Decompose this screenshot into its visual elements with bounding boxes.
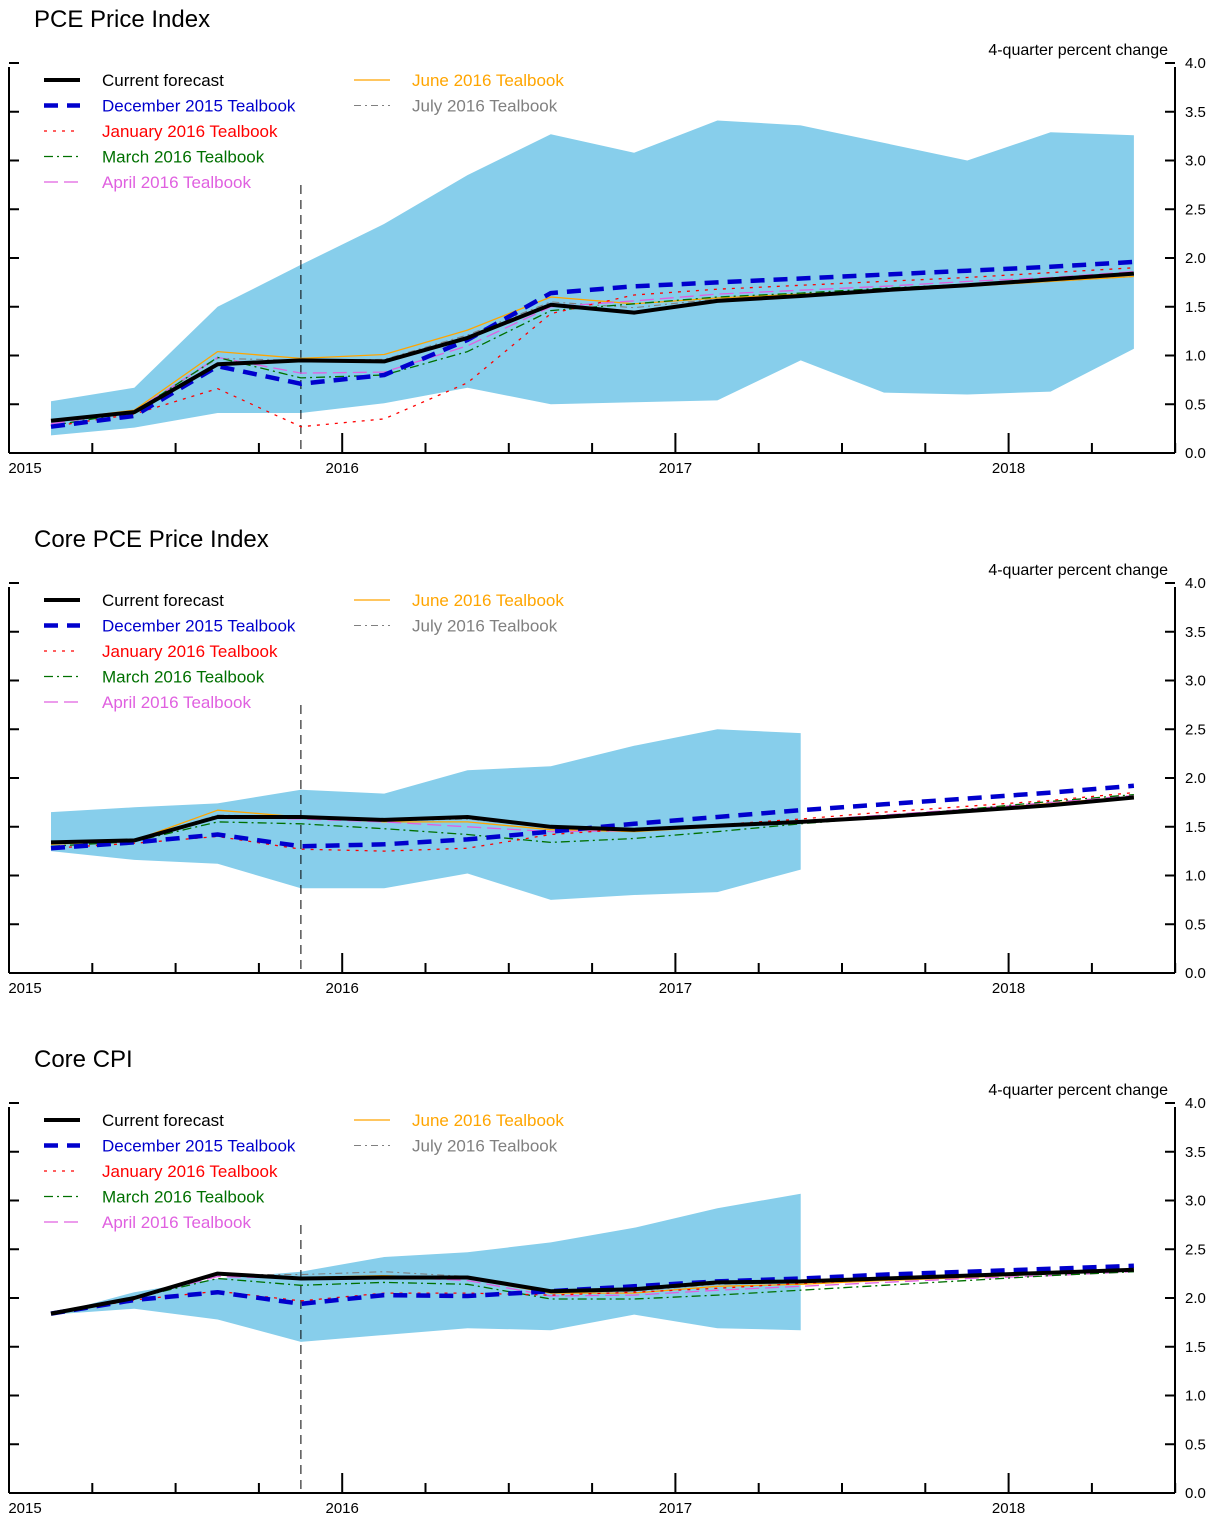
x-tick-label: 2015 [8,1500,41,1517]
legend-label: July 2016 Tealbook [412,617,558,636]
y-tick-label: 2.0 [1185,250,1206,267]
legend-label: June 2016 Tealbook [412,591,564,610]
y-tick-label: 3.5 [1185,1144,1206,1161]
y-axis-label: 4-quarter percent change [988,1082,1168,1099]
legend-label: January 2016 Tealbook [102,1162,278,1181]
y-axis-label: 4-quarter percent change [988,42,1168,59]
y-tick-label: 0.5 [1185,1436,1206,1453]
y-tick-label: 0.0 [1185,965,1206,982]
series-line-5 [50,270,1134,425]
y-tick-label: 1.0 [1185,1388,1206,1405]
series-line-2 [50,783,1135,851]
x-tick-label: 2018 [992,980,1025,997]
x-tick-label: 2018 [992,1500,1025,1517]
series-line-2 [50,259,1135,429]
y-axis-label: 4-quarter percent change [988,562,1168,579]
legend-label: June 2016 Tealbook [412,71,564,90]
y-tick-label: 4.0 [1185,1095,1206,1112]
confidence-band [51,120,1134,436]
y-tick-label: 4.0 [1185,575,1206,592]
y-tick-label: 1.0 [1185,348,1206,365]
series-line-4 [50,1271,1134,1315]
confidence-band [51,1193,801,1342]
x-tick-label: 2016 [326,1500,359,1517]
series-line-1 [50,1267,1134,1316]
x-tick-label: 2015 [8,980,41,997]
x-tick-label: 2018 [992,460,1025,477]
legend-label: January 2016 Tealbook [102,122,278,141]
confidence-band [51,729,801,900]
legend-label: April 2016 Tealbook [102,173,252,192]
series-line-3 [50,1268,1134,1315]
chart-panel-1: PCE Price Index 4-quarter percent change 0… [8,6,1206,477]
legend-label: January 2016 Tealbook [102,642,278,661]
y-tick-label: 1.5 [1185,299,1206,316]
y-tick-label: 2.0 [1185,1290,1206,1307]
x-tick-label: 2016 [326,980,359,997]
legend-label: Current forecast [102,591,224,610]
y-tick-label: 2.5 [1185,201,1206,218]
legend-label: March 2016 Tealbook [102,668,265,687]
y-tick-label: 0.5 [1185,916,1206,933]
chart-title: PCE Price Index [34,6,210,33]
legend-label: December 2015 Tealbook [102,617,296,636]
y-tick-label: 2.0 [1185,770,1206,787]
series-line-3 [50,791,1134,852]
y-tick-label: 1.5 [1185,819,1206,836]
chart-title: Core CPI [34,1046,133,1073]
x-tick-label: 2015 [8,460,41,477]
series-line-1 [50,271,1135,423]
series-line-1 [50,795,1135,845]
legend-label: March 2016 Tealbook [102,1188,265,1207]
series-line-5 [50,1271,1134,1315]
legend-label: Current forecast [102,71,224,90]
legend-label: April 2016 Tealbook [102,1213,252,1232]
y-tick-label: 0.0 [1185,1485,1206,1502]
legend-label: Current forecast [102,1111,224,1130]
y-tick-label: 3.0 [1185,153,1206,170]
x-tick-label: 2017 [659,460,692,477]
y-tick-label: 3.0 [1185,1193,1206,1210]
legend-label: December 2015 Tealbook [102,1137,296,1156]
y-tick-label: 3.0 [1185,673,1206,690]
y-tick-label: 0.0 [1185,445,1206,462]
legend-label: April 2016 Tealbook [102,693,252,712]
y-tick-label: 1.0 [1185,868,1206,885]
legend-label: July 2016 Tealbook [412,1137,558,1156]
y-tick-label: 3.5 [1185,104,1206,121]
x-tick-label: 2017 [659,1500,692,1517]
chart-panel-2: Core PCE Price Index 4-quarter percent ch… [8,526,1206,997]
chart-panel-3: Core CPI 4-quarter percent change 0.0 0.5 1.… [8,1046,1206,1517]
y-tick-label: 1.5 [1185,1339,1206,1356]
legend-label: July 2016 Tealbook [412,97,558,116]
y-tick-label: 0.5 [1185,396,1206,413]
y-tick-label: 2.5 [1185,721,1206,738]
y-tick-label: 4.0 [1185,55,1206,72]
y-tick-label: 3.5 [1185,624,1206,641]
legend-label: December 2015 Tealbook [102,97,296,116]
legend-label: March 2016 Tealbook [102,148,265,167]
legend-label: June 2016 Tealbook [412,1111,564,1130]
x-tick-label: 2016 [326,460,359,477]
y-tick-label: 2.5 [1185,1241,1206,1258]
chart-title: Core PCE Price Index [34,526,269,553]
x-tick-label: 2017 [659,980,692,997]
series-line-2 [50,1263,1134,1316]
